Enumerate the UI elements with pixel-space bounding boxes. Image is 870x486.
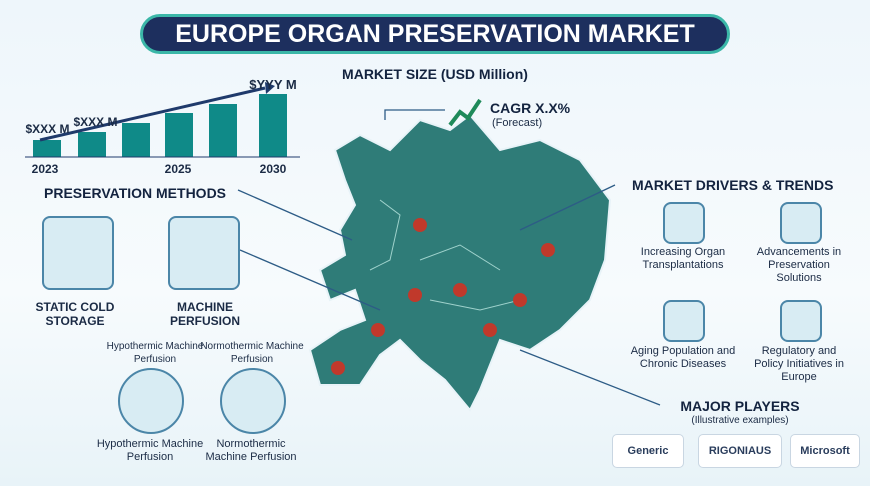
market-bars: [33, 94, 287, 157]
year-label: 2030: [259, 162, 287, 176]
drivers-title: MARKET DRIVERS & TRENDS: [632, 177, 834, 193]
cagr-note: (Forecast): [492, 117, 543, 129]
map-borders: [369, 199, 521, 311]
method-label: STATIC COLD STORAGE: [35, 300, 115, 328]
sub-method: Normothermic Machine Perfusion: [200, 341, 304, 365]
driver-icon: [780, 202, 822, 244]
sub-method: Hypothermic Machine Perfusion: [106, 341, 204, 365]
driver-icon: [780, 300, 822, 342]
driver-label: Advancements in Preservation Solutions: [756, 246, 842, 284]
method-label: MACHINE PERFUSION: [169, 300, 240, 328]
methods-title: PRESERVATION METHODS: [44, 185, 227, 201]
bar-label: $YYY M: [249, 77, 297, 92]
cold-storage-icon: [42, 216, 114, 290]
bar-label: $XXX M: [73, 115, 118, 129]
device-label: Normothermic Machine Perfusion: [205, 438, 297, 463]
hypothermic-icon: [118, 368, 184, 434]
organ-icons: [331, 218, 555, 375]
market-size-title: MARKET SIZE (USD Million): [342, 66, 528, 82]
growth-arrow: [39, 86, 266, 142]
player-logo: Microsoft: [790, 434, 860, 468]
driver-icon: [663, 300, 705, 342]
cagr-icon: [448, 98, 482, 127]
title-banner: EUROPE ORGAN PRESERVATION MARKET: [140, 14, 730, 54]
year-label: 2023: [31, 162, 59, 176]
players-title: MAJOR PLAYERS: [680, 398, 800, 414]
connector-lines: [237, 109, 661, 406]
driver-label: Regulatory and Policy Initiatives in Eur…: [754, 345, 844, 383]
player-logo: Generic: [612, 434, 684, 468]
normothermic-icon: [220, 368, 286, 434]
driver-icon: [663, 202, 705, 244]
year-label: 2025: [164, 162, 192, 176]
player-logo: RIGONIAUS: [698, 434, 782, 468]
cagr-label: CAGR X.X%: [490, 100, 571, 116]
arrow-head: [265, 82, 275, 94]
driver-label: Increasing Organ Transplantations: [640, 246, 726, 271]
europe-map: [308, 113, 612, 412]
device-label: Hypothermic Machine Perfusion: [96, 438, 204, 463]
driver-label: Aging Population and Chronic Diseases: [630, 345, 736, 370]
machine-icon: [168, 216, 240, 290]
bar-label: $XXX M: [25, 122, 70, 136]
players-subtitle: (Illustrative examples): [691, 415, 789, 426]
